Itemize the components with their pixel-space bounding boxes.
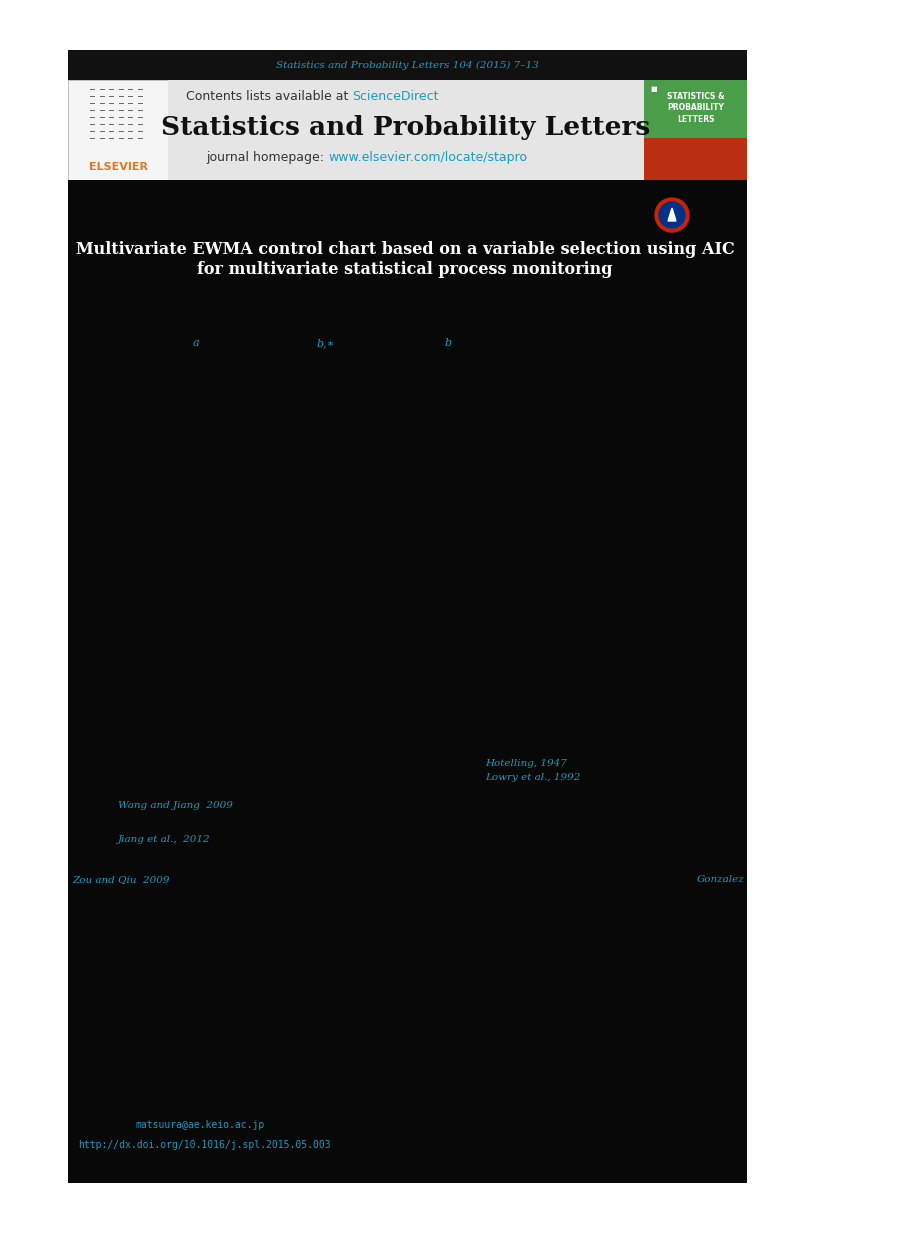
Text: Lowry et al., 1992: Lowry et al., 1992 [485,773,580,781]
Text: www.elsevier.com/locate/stapro: www.elsevier.com/locate/stapro [328,151,527,165]
Text: b: b [444,338,452,348]
Text: ■: ■ [650,85,657,92]
Text: Jiang et al.,  2012: Jiang et al., 2012 [118,836,210,844]
Text: Statistics and Probability Letters: Statistics and Probability Letters [161,115,650,140]
Text: http://dx.doi.org/10.1016/j.spl.2015.05.003: http://dx.doi.org/10.1016/j.spl.2015.05.… [78,1140,331,1150]
Text: Hotelling, 1947: Hotelling, 1947 [485,759,567,768]
Text: b,∗: b,∗ [317,338,335,348]
Text: a: a [192,338,200,348]
Text: Statistics and Probability Letters 104 (2015) 7–13: Statistics and Probability Letters 104 (… [276,61,539,69]
Text: matsuura@ae.keio.ac.jp: matsuura@ae.keio.ac.jp [135,1120,265,1130]
Text: Multivariate EWMA control chart based on a variable selection using AIC: Multivariate EWMA control chart based on… [75,241,735,259]
Text: ScienceDirect: ScienceDirect [352,90,438,104]
Text: for multivariate statistical process monitoring: for multivariate statistical process mon… [197,261,613,279]
Text: ELSEVIER: ELSEVIER [89,162,148,172]
Text: Wang and Jiang  2009: Wang and Jiang 2009 [118,801,233,811]
Text: STATISTICS &
PROBABILITY
LETTERS: STATISTICS & PROBABILITY LETTERS [667,92,725,124]
Bar [644,137,747,180]
Text: Zou and Qiu  2009: Zou and Qiu 2009 [72,875,170,884]
Text: Gonzalez: Gonzalez [697,875,745,884]
Polygon shape [668,208,676,222]
Bar [68,180,747,1184]
Circle shape [659,202,685,228]
Circle shape [655,198,689,232]
Bar [68,50,747,80]
Bar [644,80,747,137]
Bar [168,80,644,180]
Text: journal homepage:: journal homepage: [206,151,328,165]
Bar [68,80,168,180]
Text: Contents lists available at: Contents lists available at [186,90,352,104]
